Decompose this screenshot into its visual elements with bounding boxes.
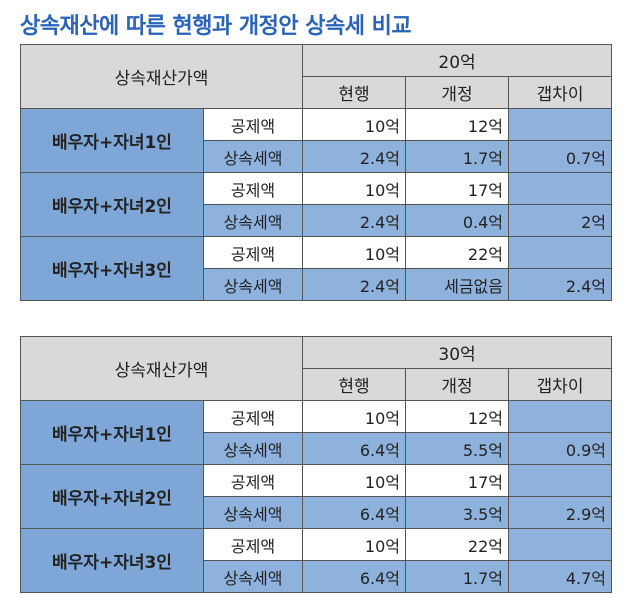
cell-gap: [507, 400, 613, 433]
cell-revised: 1.7억: [405, 560, 509, 593]
cell-gap: 2억: [507, 204, 613, 237]
cell-current: 10억: [302, 400, 406, 433]
page-title: 상속재산에 따른 현행과 개정안 상속세 비교: [20, 14, 412, 39]
cell-current: 2.4억: [302, 140, 406, 173]
cell-revised: 0.4억: [405, 204, 509, 237]
row-label-tax: 상속세액: [203, 204, 303, 237]
cell-gap: [507, 464, 613, 497]
row-label-deduction: 공제액: [203, 464, 303, 497]
cell-gap: 2.9억: [507, 496, 613, 529]
cell-gap: 4.7억: [507, 560, 613, 593]
cell-gap: [507, 108, 613, 141]
cell-revised: 17억: [405, 172, 509, 205]
header-col-revised: 개정: [405, 368, 509, 401]
header-col-current: 현행: [302, 76, 406, 109]
row-label-tax: 상속세액: [203, 496, 303, 529]
cell-revised: 5.5억: [405, 432, 509, 465]
header-col-gap: 갭차이: [507, 76, 613, 109]
header-amount: 20억: [301, 44, 613, 77]
cell-gap: [507, 172, 613, 205]
group-name: 배우자+자녀1인: [20, 108, 204, 173]
cell-current: 10억: [302, 528, 406, 561]
row-label-deduction: 공제액: [203, 400, 303, 433]
header-amount: 30억: [301, 336, 613, 369]
group-name: 배우자+자녀2인: [20, 172, 204, 237]
cell-current: 6.4억: [302, 560, 406, 593]
group-name: 배우자+자녀3인: [20, 528, 204, 593]
header-col-gap: 갭차이: [507, 368, 613, 401]
group-name: 배우자+자녀1인: [20, 400, 204, 465]
header-col-current: 현행: [302, 368, 406, 401]
cell-revised: 12억: [405, 108, 509, 141]
header-asset-value-label: 상속재산가액: [20, 44, 303, 109]
header-col-revised: 개정: [405, 76, 509, 109]
row-label-tax: 상속세액: [203, 268, 303, 301]
row-label-tax: 상속세액: [203, 432, 303, 465]
cell-gap: 0.7억: [507, 140, 613, 173]
cell-revised: 22억: [405, 528, 509, 561]
cell-current: 6.4억: [302, 432, 406, 465]
row-label-deduction: 공제액: [203, 108, 303, 141]
cell-gap: [507, 236, 613, 269]
group-name: 배우자+자녀2인: [20, 464, 204, 529]
cell-current: 2.4억: [302, 268, 406, 301]
row-label-tax: 상속세액: [203, 560, 303, 593]
cell-current: 2.4억: [302, 204, 406, 237]
cell-current: 10억: [302, 464, 406, 497]
cell-revised: 12억: [405, 400, 509, 433]
cell-current: 10억: [302, 172, 406, 205]
cell-current: 10억: [302, 108, 406, 141]
cell-revised: 3.5억: [405, 496, 509, 529]
row-label-deduction: 공제액: [203, 172, 303, 205]
cell-current: 6.4억: [302, 496, 406, 529]
inheritance-table-30: 상속재산가액 30억 현행 개정 갭차이 배우자+자녀1인 공제액 10억 12…: [20, 336, 613, 593]
cell-revised: 17억: [405, 464, 509, 497]
row-label-tax: 상속세액: [203, 140, 303, 173]
cell-revised: 22억: [405, 236, 509, 269]
inheritance-table-20: 상속재산가액 20억 현행 개정 갭차이 배우자+자녀1인 공제액 10억 12…: [20, 44, 613, 301]
group-name: 배우자+자녀3인: [20, 236, 204, 301]
cell-gap: 2.4억: [507, 268, 613, 301]
cell-revised: 1.7억: [405, 140, 509, 173]
cell-current: 10억: [302, 236, 406, 269]
row-label-deduction: 공제액: [203, 528, 303, 561]
cell-gap: 0.9억: [507, 432, 613, 465]
row-label-deduction: 공제액: [203, 236, 303, 269]
cell-gap: [507, 528, 613, 561]
cell-revised: 세금없음: [405, 268, 509, 301]
header-asset-value-label: 상속재산가액: [20, 336, 303, 401]
